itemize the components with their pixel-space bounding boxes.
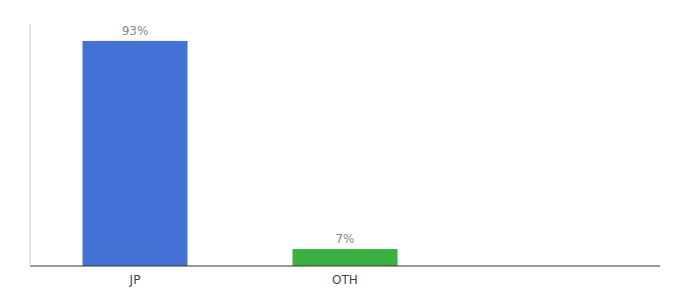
bars bbox=[83, 41, 398, 266]
bar bbox=[293, 249, 398, 266]
y-axis-line bbox=[30, 24, 31, 266]
x-tick-label: OTH bbox=[332, 273, 358, 287]
chart: JP OTH 93% 7% bbox=[0, 0, 680, 300]
data-label: 7% bbox=[335, 232, 354, 246]
chart-container: JP OTH 93% 7% bbox=[0, 0, 680, 300]
x-axis-line bbox=[30, 266, 660, 267]
x-tick-label: JP bbox=[129, 273, 141, 287]
bar bbox=[83, 41, 188, 266]
data-label: 93% bbox=[122, 24, 149, 38]
